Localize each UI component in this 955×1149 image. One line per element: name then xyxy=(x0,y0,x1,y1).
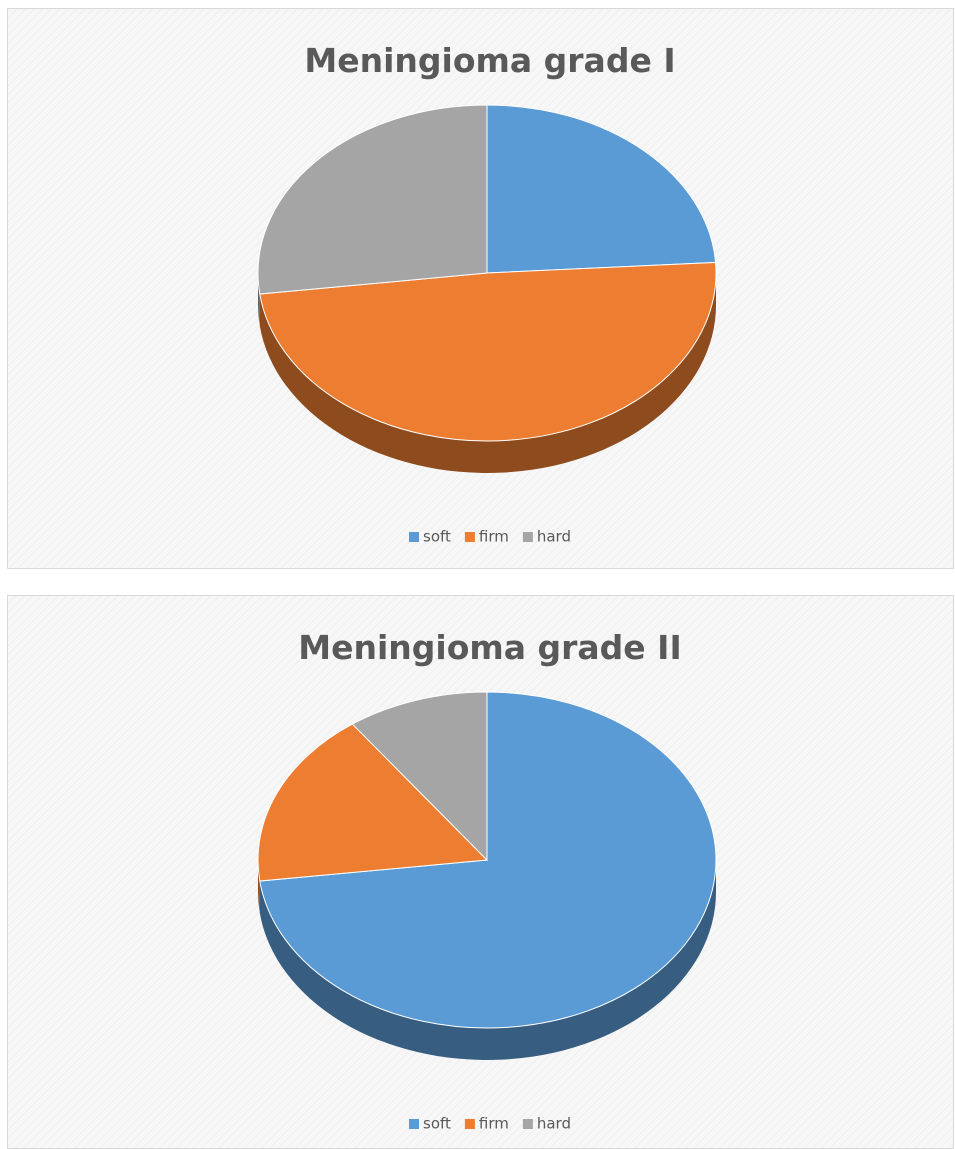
pie-slice xyxy=(257,104,488,295)
chart-panel: Meningioma grade I soft firm hard xyxy=(7,8,954,569)
legend-swatch xyxy=(464,1119,475,1129)
chart-panel: Meningioma grade II soft firm hard xyxy=(7,595,954,1149)
chart-title: Meningioma grade I xyxy=(304,41,675,80)
pie-side xyxy=(259,273,716,474)
legend-swatch xyxy=(522,532,533,542)
legend-label: firm xyxy=(479,528,509,546)
pie-slice xyxy=(351,691,488,862)
legend-label: soft xyxy=(423,1115,451,1133)
legend-swatch xyxy=(522,1119,533,1129)
legend-swatch xyxy=(464,532,475,542)
legend-swatch xyxy=(409,1119,420,1129)
legend-label: hard xyxy=(537,528,571,546)
chart-title: Meningioma grade II xyxy=(298,628,681,667)
legend-label: hard xyxy=(537,1115,571,1133)
legend-swatch xyxy=(409,532,420,542)
pie-slice xyxy=(486,104,717,274)
legend-label: firm xyxy=(479,1115,509,1133)
legend-label: soft xyxy=(423,528,451,546)
pie-slice xyxy=(259,261,717,442)
pie-side xyxy=(259,860,716,1061)
pie-slice xyxy=(257,723,489,882)
pie-slice xyxy=(259,691,717,1029)
